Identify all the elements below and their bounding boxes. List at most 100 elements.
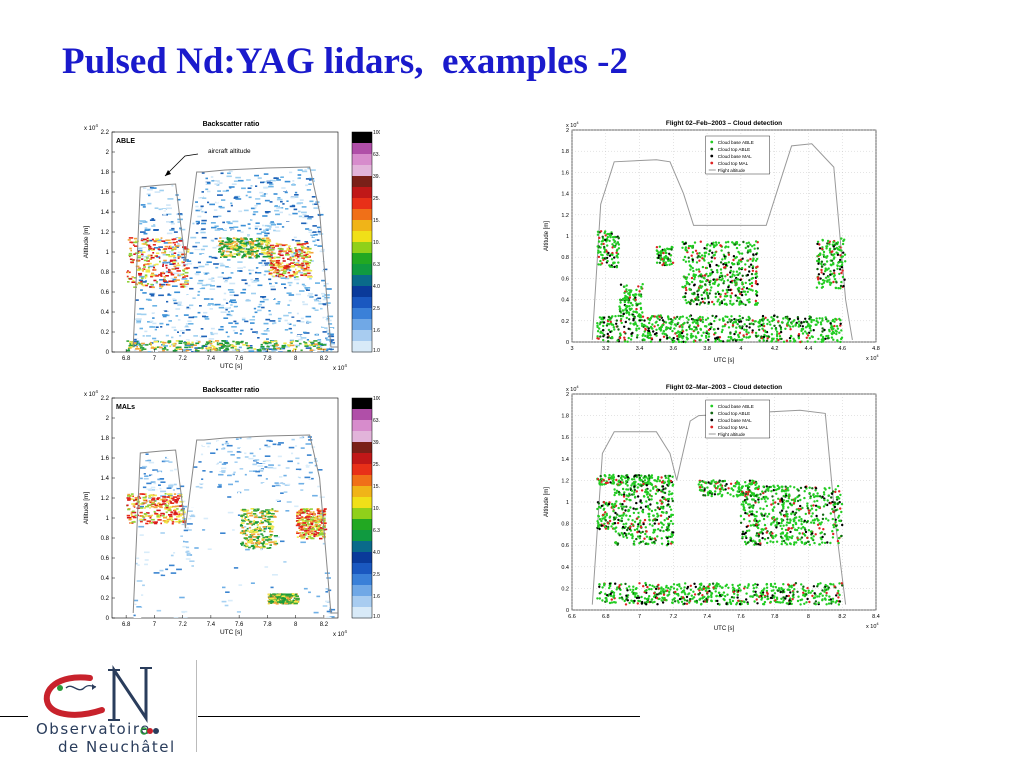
backscatter-cell (183, 529, 188, 532)
cloud-cell (150, 275, 154, 278)
backscatter-cell (314, 203, 318, 205)
cloud-cell (248, 522, 253, 525)
able-backscatter-panel: Backscatter ratio ABLE aircraft altitude… (80, 116, 386, 378)
backscatter-cell (185, 325, 189, 327)
backscatter-cell (217, 190, 221, 192)
backscatter-cell (279, 476, 283, 478)
cloud-base-able-point (684, 284, 687, 288)
backscatter-cell (204, 211, 207, 214)
cloud-cell (169, 497, 173, 500)
backscatter-cell (256, 232, 262, 235)
cloud-cell (289, 600, 293, 602)
backscatter-cell (208, 496, 214, 499)
backscatter-cell (292, 472, 298, 475)
cloud-cell (289, 276, 292, 279)
backscatter-cell (187, 523, 193, 525)
cloud-cell (141, 258, 144, 260)
cloud-cell (252, 513, 257, 515)
cloud-cell (254, 542, 258, 544)
backscatter-cell (326, 610, 333, 613)
cloud-top-able-point (615, 319, 618, 322)
backscatter-cell (229, 299, 236, 301)
backscatter-cell (325, 600, 330, 603)
cloud-cell (220, 252, 224, 254)
cloud-cell (168, 255, 173, 258)
cloud-cell (264, 246, 267, 249)
cloud-base-able-point (828, 278, 831, 281)
backscatter-cell (255, 512, 260, 515)
cloud-cell (285, 276, 288, 278)
cloud-cell (229, 243, 233, 245)
backscatter-cell (158, 561, 162, 564)
cloud-cell (299, 342, 302, 345)
backscatter-cell (169, 265, 175, 267)
backscatter-cell (195, 220, 200, 223)
y-tick-label: 0.8 (561, 255, 569, 261)
x-tick-label: 4.8 (872, 346, 880, 352)
backscatter-cell (209, 203, 215, 206)
backscatter-cell (317, 469, 323, 471)
backscatter-cell (284, 287, 287, 289)
backscatter-cell (150, 475, 155, 477)
y-tick-label: 0 (106, 350, 110, 356)
backscatter-cell (155, 489, 160, 491)
cloud-cell (315, 516, 318, 518)
backscatter-cell (174, 468, 177, 471)
cloud-cell (285, 252, 289, 254)
backscatter-cell (179, 596, 185, 599)
backscatter-cell (166, 303, 171, 306)
backscatter-cell (139, 505, 144, 508)
backscatter-cell (262, 223, 268, 226)
cloud-cell (299, 525, 304, 528)
backscatter-cell (307, 452, 311, 454)
backscatter-cell (279, 211, 283, 214)
backscatter-cell (141, 253, 147, 256)
backscatter-cell (259, 448, 262, 450)
backscatter-cell (195, 273, 200, 276)
cloud-cell (238, 341, 243, 344)
cloud-base-able-point (664, 249, 667, 252)
cloud-base-able-point (727, 245, 730, 249)
backscatter-cell (323, 285, 327, 287)
cloud-cell (239, 240, 243, 243)
cloud-cell (287, 602, 292, 605)
backscatter-cell (285, 576, 289, 578)
cloud-base-able-point (712, 245, 716, 249)
backscatter-cell (219, 471, 226, 473)
backscatter-cell (197, 222, 200, 224)
backscatter-cell (307, 216, 314, 218)
cloud-cell (274, 543, 277, 546)
cloud-base-able-point (744, 246, 747, 250)
cloud-cell (270, 261, 272, 264)
backscatter-cell (305, 178, 310, 180)
backscatter-cell (296, 320, 301, 322)
backscatter-cell (177, 213, 183, 215)
backscatter-cell (313, 611, 319, 614)
cloud-cell (242, 509, 247, 511)
backscatter-cell (322, 316, 328, 319)
cloud-cell (311, 530, 314, 532)
cloud-base-able-point (705, 279, 708, 283)
backscatter-cell (247, 234, 250, 236)
backscatter-cell (223, 298, 228, 301)
cloud-base-able-point (619, 301, 622, 304)
backscatter-cell (162, 485, 168, 487)
backscatter-cell (150, 342, 154, 344)
cloud-top-mal-point (832, 280, 835, 284)
backscatter-cell (302, 213, 307, 216)
backscatter-cell (140, 204, 146, 206)
backscatter-cell (172, 297, 178, 300)
backscatter-cell (303, 469, 307, 471)
x-tick-label: 7 (153, 622, 157, 628)
cloud-cell (308, 269, 313, 272)
backscatter-cell (199, 483, 204, 485)
cloud-cell (155, 263, 159, 266)
backscatter-cell (277, 351, 283, 352)
cloud-base-able-point (704, 251, 708, 254)
cloud-base-mal-point (707, 301, 711, 304)
cloud-base-able-point (597, 240, 601, 243)
cloud-base-able-point (729, 302, 732, 305)
cloud-cell (299, 255, 304, 257)
cloud-top-able-point (603, 245, 606, 249)
cloud-base-able-point (706, 243, 709, 246)
